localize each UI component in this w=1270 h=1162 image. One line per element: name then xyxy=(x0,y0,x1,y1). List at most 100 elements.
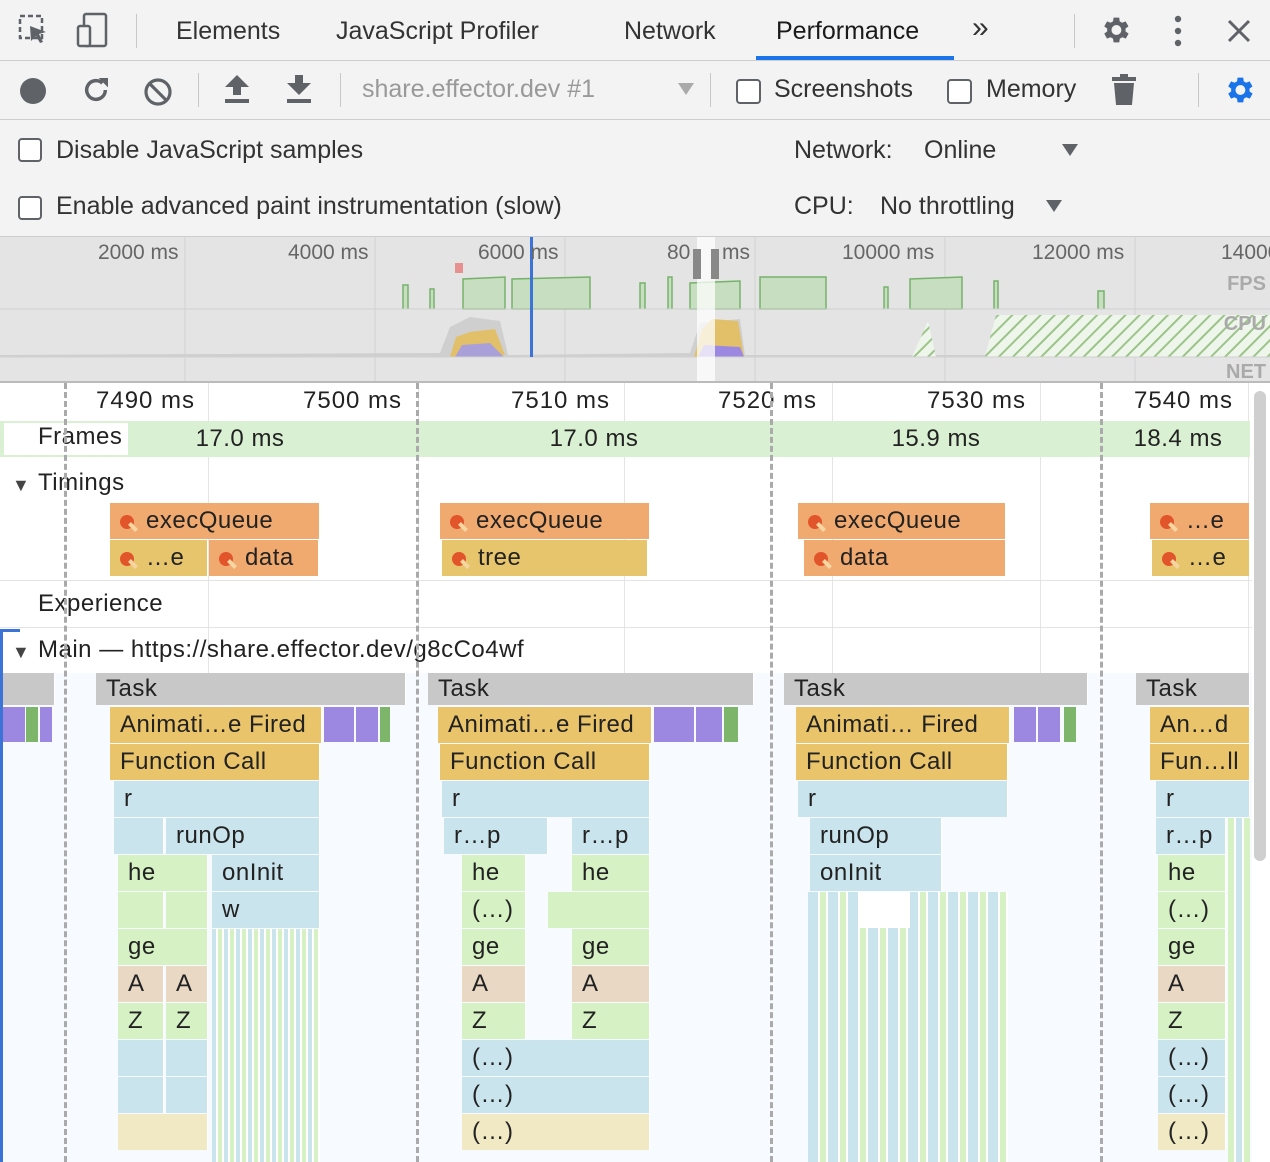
call-frame[interactable]: A xyxy=(118,966,164,1002)
main-expand-icon[interactable]: ▼ xyxy=(12,642,30,662)
timing-mark[interactable]: …e xyxy=(1152,540,1250,576)
timings-label[interactable]: Timings xyxy=(38,469,125,496)
inspect-icon[interactable] xyxy=(18,14,50,46)
main-thread-label[interactable]: Main — https://share.effector.dev/g8cCo4… xyxy=(38,636,525,663)
timing-mark[interactable]: data xyxy=(209,540,319,576)
call-frame[interactable]: (…) xyxy=(462,1114,650,1150)
memory-checkbox[interactable] xyxy=(947,79,972,104)
tab-network[interactable]: Network xyxy=(624,17,716,45)
call-frame[interactable]: runOp xyxy=(810,818,942,854)
call-frame[interactable]: r xyxy=(1156,781,1250,817)
frame-duration[interactable]: 17.0 ms xyxy=(195,425,285,452)
call-frame[interactable]: A xyxy=(572,966,650,1002)
frame-duration[interactable]: 17.0 ms xyxy=(549,425,639,452)
tab-performance[interactable]: Performance xyxy=(776,17,920,45)
task-block[interactable]: Task xyxy=(784,673,1088,705)
gear-icon[interactable] xyxy=(1098,13,1132,47)
screenshots-label[interactable]: Screenshots xyxy=(774,75,913,103)
call-frame[interactable]: r xyxy=(798,781,1008,817)
function-call[interactable]: Fun…ll xyxy=(1150,744,1250,780)
call-frame[interactable]: r…p xyxy=(572,818,650,854)
task-block[interactable]: Task xyxy=(1136,673,1250,705)
call-frame[interactable]: A xyxy=(462,966,526,1002)
advanced-paint-label[interactable]: Enable advanced paint instrumentation (s… xyxy=(56,192,562,220)
timing-mark[interactable]: execQueue xyxy=(440,503,650,539)
timings-expand-icon[interactable]: ▼ xyxy=(12,475,30,495)
tab-javascript-profiler[interactable]: JavaScript Profiler xyxy=(336,17,539,45)
screenshots-checkbox[interactable] xyxy=(736,79,761,104)
call-frame[interactable]: (…) xyxy=(462,1040,650,1076)
call-frame[interactable]: onInit xyxy=(810,855,942,891)
function-call[interactable]: Function Call xyxy=(796,744,1008,780)
call-frame[interactable]: Z xyxy=(462,1003,526,1039)
call-frame[interactable]: ge xyxy=(572,929,650,965)
call-frame[interactable] xyxy=(114,818,164,854)
frame-duration[interactable]: 15.9 ms xyxy=(891,425,981,452)
network-throttle-select[interactable]: Online xyxy=(924,136,997,164)
timing-mark[interactable]: execQueue xyxy=(798,503,1006,539)
call-frame[interactable]: (…) xyxy=(462,1077,650,1113)
record-icon[interactable] xyxy=(18,76,48,106)
memory-label[interactable]: Memory xyxy=(986,75,1077,103)
flame-chart[interactable]: 7490 ms 7500 ms 7510 ms 7520 ms 7530 ms … xyxy=(0,383,1270,1162)
timing-mark[interactable]: tree xyxy=(442,540,648,576)
call-frame[interactable] xyxy=(548,892,650,928)
timeline-overview[interactable]: 2000 ms 4000 ms 6000 ms 80 ms 10000 ms 1… xyxy=(0,237,1270,383)
function-call[interactable]: Function Call xyxy=(440,744,650,780)
call-frame[interactable] xyxy=(118,1077,164,1113)
call-frame[interactable]: (…) xyxy=(462,892,526,928)
close-icon[interactable] xyxy=(1226,18,1252,44)
call-frame[interactable]: r xyxy=(442,781,650,817)
task-block[interactable] xyxy=(3,673,55,705)
reload-icon[interactable] xyxy=(80,74,112,106)
vertical-scrollbar[interactable] xyxy=(1254,391,1266,861)
call-frame[interactable]: r…p xyxy=(444,818,548,854)
device-toolbar-icon[interactable] xyxy=(76,12,110,48)
timing-mark[interactable]: data xyxy=(804,540,1006,576)
call-frame[interactable]: Z xyxy=(572,1003,650,1039)
call-frame[interactable] xyxy=(118,1040,164,1076)
call-frame[interactable] xyxy=(166,1077,208,1113)
call-frame[interactable]: Z xyxy=(118,1003,164,1039)
call-frame[interactable] xyxy=(166,892,208,928)
call-frame[interactable]: A xyxy=(1158,966,1226,1002)
call-frame[interactable]: r xyxy=(114,781,320,817)
capture-settings-icon[interactable] xyxy=(1222,73,1256,107)
call-frame[interactable]: he xyxy=(1158,855,1226,891)
cpu-throttle-select[interactable]: No throttling xyxy=(880,192,1015,220)
call-frame[interactable]: (…) xyxy=(1158,1114,1226,1150)
experience-label[interactable]: Experience xyxy=(38,590,164,617)
call-frame[interactable]: ge xyxy=(462,929,526,965)
call-frame[interactable]: w xyxy=(212,892,320,928)
call-frame[interactable]: (…) xyxy=(1158,892,1226,928)
advanced-paint-checkbox[interactable] xyxy=(18,196,42,220)
timing-mark[interactable]: …e xyxy=(1150,503,1250,539)
call-frame[interactable]: he xyxy=(462,855,526,891)
call-frame[interactable]: r…p xyxy=(1156,818,1226,854)
call-frame[interactable]: ge xyxy=(118,929,208,965)
call-frame[interactable]: (…) xyxy=(1158,1077,1226,1113)
cpu-dropdown-arrow-icon[interactable] xyxy=(1046,200,1062,212)
call-frame[interactable]: he xyxy=(572,855,650,891)
call-frame[interactable]: A xyxy=(166,966,208,1002)
call-frame[interactable]: (…) xyxy=(1158,1040,1226,1076)
frame-duration[interactable]: 18.4 ms xyxy=(1133,425,1223,452)
call-frame[interactable]: onInit xyxy=(212,855,320,891)
animation-frame-fired[interactable]: Animati… Fired xyxy=(796,707,1010,743)
clear-icon[interactable] xyxy=(142,76,174,108)
disable-js-samples-label[interactable]: Disable JavaScript samples xyxy=(56,136,364,164)
timing-mark[interactable]: …e xyxy=(110,540,208,576)
call-frame[interactable]: Z xyxy=(166,1003,208,1039)
upload-icon[interactable] xyxy=(222,73,252,105)
animation-frame-fired[interactable]: An…d xyxy=(1150,707,1250,743)
animation-frame-fired[interactable]: Animati…e Fired xyxy=(110,707,322,743)
more-tabs-button[interactable]: » xyxy=(972,11,989,44)
call-frame[interactable] xyxy=(118,892,164,928)
task-block[interactable]: Task xyxy=(96,673,406,705)
tab-elements[interactable]: Elements xyxy=(176,17,281,45)
kebab-menu-icon[interactable] xyxy=(1168,14,1188,48)
profile-select[interactable]: share.effector.dev #1 xyxy=(362,75,596,103)
call-frame[interactable]: Z xyxy=(1158,1003,1226,1039)
call-frame[interactable]: he xyxy=(118,855,208,891)
download-icon[interactable] xyxy=(284,73,314,105)
